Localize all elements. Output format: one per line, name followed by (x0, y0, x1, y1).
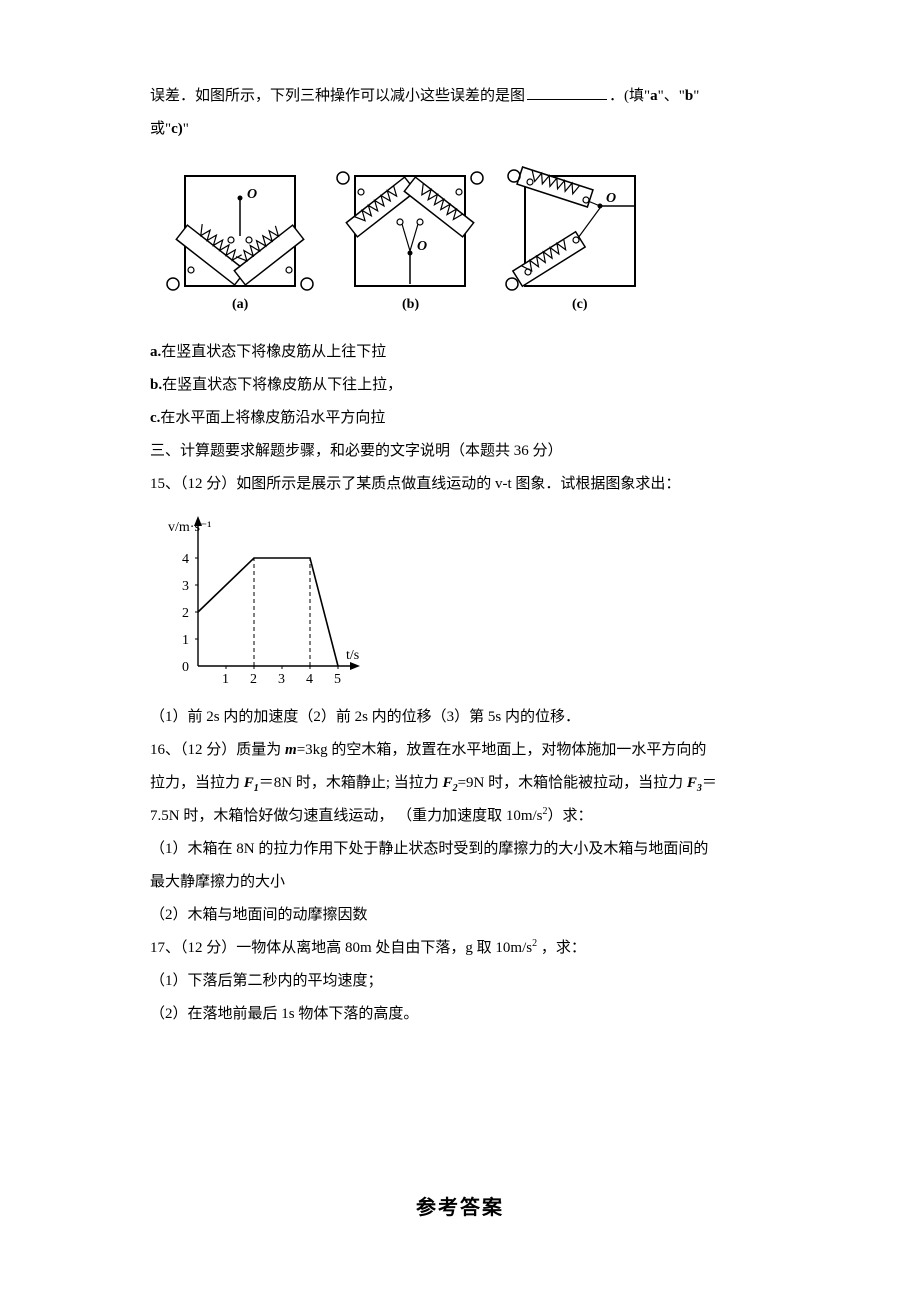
svg-text:2: 2 (182, 606, 189, 621)
q16-2a: 拉力，当拉力 (150, 775, 244, 791)
q17-1a: 17、（12 分）一物体从离地高 80m 处自由下落，g 取 10m/s (150, 940, 532, 956)
fill-b: b (685, 88, 693, 104)
q16-sub2: （2）木箱与地面间的动摩擦因数 (150, 899, 770, 932)
q16-3a: 7.5N 时，木箱恰好做匀速直线运动， （重力加速度取 10m/s (150, 808, 543, 824)
option-a-label: a. (150, 344, 161, 360)
svg-text:O: O (247, 187, 257, 202)
q16-line-3: 7.5N 时，木箱恰好做匀速直线运动， （重力加速度取 10m/s2）求： (150, 800, 770, 833)
q16-f2: F (443, 775, 453, 791)
option-b-label: b. (150, 377, 162, 393)
vt-graph-svg: 0 1 2 3 4 1 2 3 4 5 v/m·s⁻¹ t/s (160, 511, 370, 686)
q16-2c: =9N 时，木箱恰能被拉动，当拉力 (458, 775, 687, 791)
q17-1b: ，求： (537, 940, 586, 956)
q16-line-2: 拉力，当拉力 F1＝8N 时，木箱静止; 当拉力 F2=9N 时，木箱恰能被拉动… (150, 767, 770, 800)
option-c-label: c. (150, 410, 160, 426)
svg-text:1: 1 (182, 633, 189, 648)
axes (194, 516, 360, 670)
option-b: b.在竖直状态下将橡皮筋从下往上拉， (150, 369, 770, 402)
section-3-heading: 三、计算题要求解题步骤，和必要的文字说明（本题共 36 分） (150, 435, 770, 468)
q17-line-1: 17、（12 分）一物体从离地高 80m 处自由下落，g 取 10m/s2 ，求… (150, 932, 770, 965)
svg-text:1: 1 (222, 672, 229, 686)
option-c-text: 在水平面上将橡皮筋沿水平方向拉 (160, 410, 385, 426)
q15-stem: 15、（12 分）如图所示是展示了某质点做直线运动的 v-t 图象．试根据图象求… (150, 468, 770, 501)
svg-text:(a): (a) (232, 297, 249, 312)
svg-text:(c): (c) (572, 297, 588, 312)
q16-1a: 16、（12 分）质量为 (150, 742, 285, 758)
q16-f3: F (687, 775, 697, 791)
intro-sep1: "、" (658, 88, 685, 104)
intro-text-1b: ．(填" (609, 88, 650, 104)
q17-sub1: （1）下落后第二秒内的平均速度； (150, 965, 770, 998)
svg-text:4: 4 (182, 552, 189, 567)
q16-line-1: 16、（12 分）质量为 m=3kg 的空木箱，放置在水平地面上，对物体施加一水… (150, 734, 770, 767)
intro-text-2b: " (183, 121, 189, 137)
svg-text:3: 3 (278, 672, 285, 686)
q16-2b: ＝8N 时，木箱静止; 当拉力 (259, 775, 443, 791)
q16-2d: ＝ (702, 775, 717, 791)
svg-text:3: 3 (182, 579, 189, 594)
svg-text:v/m·s⁻¹: v/m·s⁻¹ (168, 520, 211, 535)
svg-text:4: 4 (306, 672, 313, 686)
svg-text:(b): (b) (402, 297, 419, 312)
svg-text:5: 5 (334, 672, 341, 686)
q16-3b: ）求： (548, 808, 593, 824)
spring-diagrams: O (150, 158, 770, 328)
option-b-text: 在竖直状态下将橡皮筋从下往上拉， (162, 377, 402, 393)
intro-sep2: " (693, 88, 699, 104)
option-a-text: 在竖直状态下将橡皮筋从上往下拉 (161, 344, 386, 360)
option-a: a.在竖直状态下将橡皮筋从上往下拉 (150, 336, 770, 369)
q15-subs: （1）前 2s 内的加速度（2）前 2s 内的位移（3）第 5s 内的位移． (150, 701, 770, 734)
option-c: c.在水平面上将橡皮筋沿水平方向拉 (150, 402, 770, 435)
svg-text:0: 0 (182, 660, 189, 675)
svg-text:2: 2 (250, 672, 257, 686)
svg-text:O: O (417, 239, 427, 254)
page-container: 误差．如图所示，下列三种操作可以减小这些误差的是图．(填"a"、"b" 或"c)… (0, 0, 920, 1280)
intro-line-2: 或"c)" (150, 113, 770, 146)
q16-sub1b: 最大静摩擦力的大小 (150, 866, 770, 899)
q16-sub1: （1）木箱在 8N 的拉力作用下处于静止状态时受到的摩擦力的大小及木箱与地面间的 (150, 833, 770, 866)
fill-blank (527, 85, 607, 100)
intro-text-2a: 或" (150, 121, 171, 137)
q16-f1: F (244, 775, 254, 791)
intro-line-1: 误差．如图所示，下列三种操作可以减小这些误差的是图 ．(填"a"、"b" (150, 80, 770, 113)
q16-1b: =3kg 的空木箱，放置在水平地面上，对物体施加一水平方向的 (297, 742, 707, 758)
spring-diagrams-svg: O (150, 158, 660, 323)
fill-a: a (650, 88, 658, 104)
svg-text:t/s: t/s (346, 648, 359, 663)
intro-text-1a: 误差．如图所示，下列三种操作可以减小这些误差的是图 (150, 88, 525, 104)
vt-graph: 0 1 2 3 4 1 2 3 4 5 v/m·s⁻¹ t/s (160, 511, 770, 691)
q17-sub2: （2）在落地前最后 1s 物体下落的高度。 (150, 998, 770, 1031)
svg-text:O: O (606, 191, 616, 206)
fill-c: c) (171, 121, 183, 137)
q16-m: m (285, 742, 297, 758)
answer-title: 参考答案 (150, 1191, 770, 1220)
